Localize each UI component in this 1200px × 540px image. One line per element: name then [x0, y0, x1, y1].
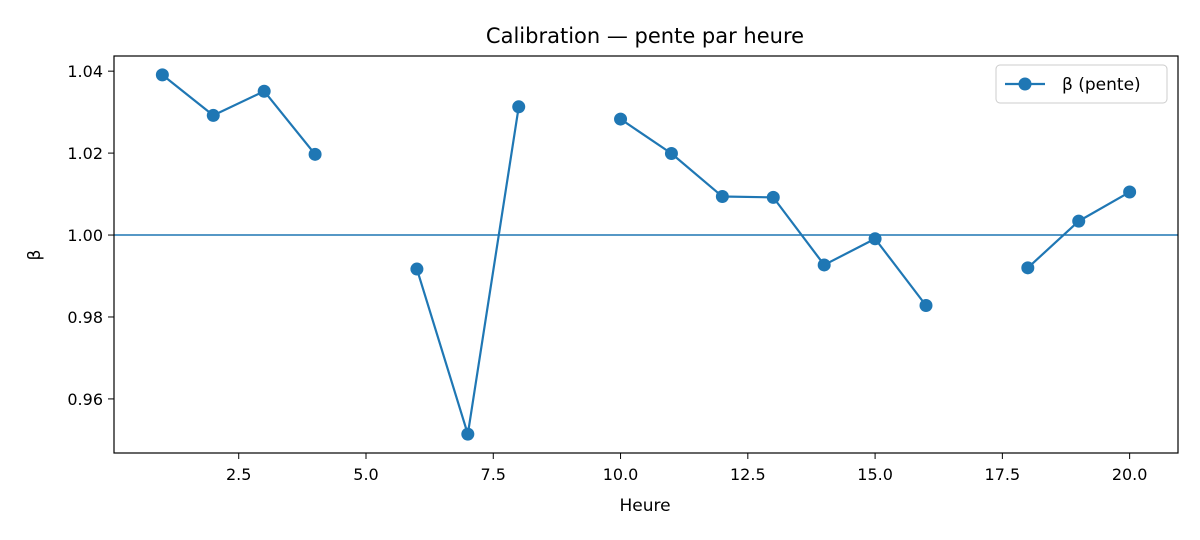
y-tick-label: 1.00 — [67, 226, 103, 245]
y-tick-label: 0.96 — [67, 390, 103, 409]
x-tick-label: 17.5 — [985, 465, 1021, 484]
x-axis: 2.5 5.0 7.5 10.0 12.5 15.0 17.5 20.0 — [226, 453, 1147, 484]
y-tick-label: 1.04 — [67, 62, 103, 81]
data-point — [817, 258, 831, 272]
data-point — [1123, 185, 1137, 199]
data-point — [512, 100, 526, 114]
x-axis-title: Heure — [619, 496, 670, 516]
x-tick-label: 5.0 — [353, 465, 378, 484]
y-axis-title: β — [25, 250, 45, 261]
x-tick-label: 7.5 — [481, 465, 506, 484]
data-point — [868, 232, 882, 246]
data-point — [715, 190, 729, 204]
legend-label: β (pente) — [1062, 75, 1141, 95]
data-point — [206, 108, 220, 122]
data-point — [308, 147, 322, 161]
axes-frame — [113, 55, 1179, 454]
y-axis: 0.96 0.98 1.00 1.02 1.04 — [67, 62, 114, 409]
y-tick-label: 1.02 — [67, 144, 103, 163]
data-point — [461, 427, 475, 441]
x-tick-label: 20.0 — [1112, 465, 1148, 484]
plot-area — [114, 68, 1178, 441]
x-tick-label: 2.5 — [226, 465, 251, 484]
data-point — [919, 299, 933, 313]
data-point — [1021, 261, 1035, 275]
data-point — [614, 112, 628, 126]
y-tick-label: 0.98 — [67, 308, 103, 327]
data-point — [155, 68, 169, 82]
chart-title: Calibration — pente par heure — [486, 24, 804, 48]
series-line-segment — [161, 73, 316, 156]
legend-marker-swatch — [1018, 77, 1032, 91]
x-tick-label: 12.5 — [730, 465, 766, 484]
legend-frame — [995, 64, 1168, 104]
data-point — [410, 262, 424, 276]
x-tick-label: 10.0 — [603, 465, 639, 484]
data-point — [664, 147, 678, 161]
x-tick-label: 15.0 — [857, 465, 893, 484]
legend: β (pente) — [995, 64, 1168, 104]
data-point — [1072, 214, 1086, 228]
data-point — [257, 84, 271, 98]
data-point — [766, 190, 780, 204]
